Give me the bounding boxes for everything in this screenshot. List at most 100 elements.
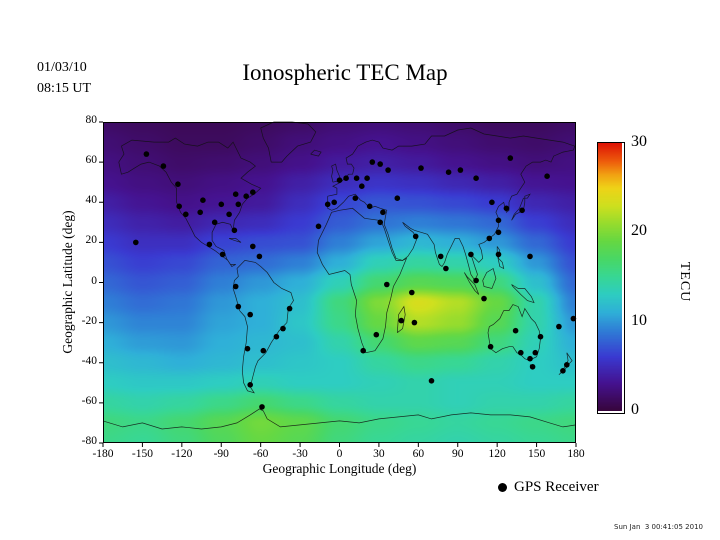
x-tick-label: 180 (567, 448, 585, 460)
x-tick-label: -60 (252, 448, 269, 460)
map-date: 01/03/10 (37, 60, 87, 75)
gps-receiver-dot (457, 167, 464, 173)
gps-receiver-dot (564, 362, 570, 368)
x-tick-label: -180 (92, 448, 114, 460)
coastline (463, 272, 480, 295)
gps-receiver-dot (183, 211, 189, 218)
gps-receiver-dot (418, 165, 424, 171)
y-tick-label: 60 (85, 154, 98, 167)
y-tick-label: 80 (85, 114, 98, 126)
gps-receiver-dot (353, 175, 360, 181)
coastline (327, 127, 576, 282)
x-tick-label: -150 (131, 448, 153, 460)
colorbar-gradient (598, 143, 622, 411)
x-axis-label: Geographic Longitude (deg) (262, 461, 417, 476)
gps-receiver-dot (398, 317, 405, 324)
gps-receiver-dot (176, 203, 182, 210)
gps-receiver-dot (360, 347, 367, 354)
colorbar-tick-label: 10 (631, 311, 647, 329)
gps-receiver-dot (243, 193, 249, 199)
colorbar-tick-label: 0 (631, 401, 639, 418)
gps-receiver-dot (250, 189, 256, 195)
gps-receiver-dot (445, 169, 452, 175)
y-tick-label: -60 (81, 394, 97, 407)
gps-receiver-dot (519, 207, 525, 214)
gps-receiver-dot (380, 209, 386, 216)
gps-receiver-dot (324, 201, 331, 208)
gps-receiver-dot (286, 305, 293, 312)
y-tick-label: 40 (85, 194, 98, 207)
y-tick-label: -20 (81, 314, 97, 327)
x-tick-label: -90 (213, 448, 229, 460)
x-tick-label: 30 (373, 448, 385, 460)
coastline (310, 149, 322, 157)
gps-receiver-dot (527, 253, 533, 260)
x-tick-label: 60 (412, 448, 425, 460)
coastline (482, 267, 497, 289)
gps-receiver-dot (244, 345, 251, 352)
gps-receiver-dot (364, 175, 370, 181)
gps-receiver-dot (200, 197, 206, 203)
coastline (511, 284, 535, 304)
gps-receiver-dot (570, 315, 577, 322)
legend-label: GPS Receiver (514, 479, 599, 495)
x-tick-label: 0 (336, 448, 343, 460)
gps-receiver-dot (373, 331, 380, 338)
gps-receiver-dot (473, 175, 479, 181)
gps-receiver-dot (486, 235, 493, 242)
gps-receiver-dot (133, 239, 139, 246)
gps-receiver-dot (487, 343, 494, 350)
coastline (232, 260, 294, 394)
gps-receiver-dot (218, 201, 225, 208)
gps-receiver-dot (175, 181, 181, 187)
gps-receiver-dot (532, 349, 539, 356)
gps-receiver-dot (359, 183, 365, 189)
x-tick-label: 120 (488, 448, 506, 460)
coastline (396, 305, 406, 333)
gps-receiver-dot (352, 195, 359, 201)
gps-receiver-dot (495, 217, 502, 224)
x-tick-label: 90 (452, 448, 464, 460)
gps-receiver-dot (409, 289, 415, 296)
gps-receiver-dot (437, 253, 444, 260)
x-tick-label: -30 (292, 448, 308, 460)
gps-receiver-dot-icon (498, 483, 507, 492)
gps-receiver-dot (544, 173, 550, 179)
gps-receiver-dot (232, 283, 239, 290)
gps-receiver-dot (537, 333, 544, 340)
gps-receiver-dot (512, 327, 519, 334)
gps-receiver-legend: GPS Receiver (498, 479, 599, 496)
y-tick-label: -80 (81, 435, 97, 447)
map-overlay (99, 121, 577, 447)
gps-receiver-dot (235, 201, 242, 208)
gps-receiver-dot (197, 209, 203, 216)
coastline (260, 121, 317, 163)
gps-receiver-dot (250, 243, 256, 250)
gps-receiver-dot (473, 277, 479, 284)
colorbar-unit-label: TECU (677, 261, 692, 303)
gps-receiver-dot (556, 323, 562, 330)
gps-receiver-dot (489, 199, 495, 206)
gps-receiver-dot (366, 203, 373, 210)
gps-receiver-dot (527, 355, 533, 362)
colorbar-tick-label: 30 (631, 133, 647, 150)
gps-receiver-dot (495, 251, 502, 258)
gps-receiver-dot (343, 175, 349, 181)
gps-receiver-dot (260, 347, 267, 354)
tec-map-plot: -180 -150 -120 -90 -60 -30 0 30 60 90 120 150 180 80 6… (82, 114, 585, 460)
coastline (496, 246, 505, 270)
gps-receiver-dot (385, 167, 391, 173)
gps-receiver-dot (273, 333, 280, 340)
coastline (316, 207, 408, 354)
y-axis-label: Geographic Latitude (deg) (60, 210, 75, 354)
gps-receiver-dot (336, 177, 343, 183)
gps-receiver-dot (231, 227, 238, 234)
colorbar-tick-label: 20 (631, 222, 647, 240)
gps-receiver-dot (443, 265, 449, 272)
gps-receiver-dot (384, 281, 390, 288)
coastline (118, 137, 262, 267)
x-tick-label: -120 (171, 448, 193, 460)
gps-receiver-dot (256, 253, 263, 260)
gps-receiver-dot (219, 251, 226, 258)
